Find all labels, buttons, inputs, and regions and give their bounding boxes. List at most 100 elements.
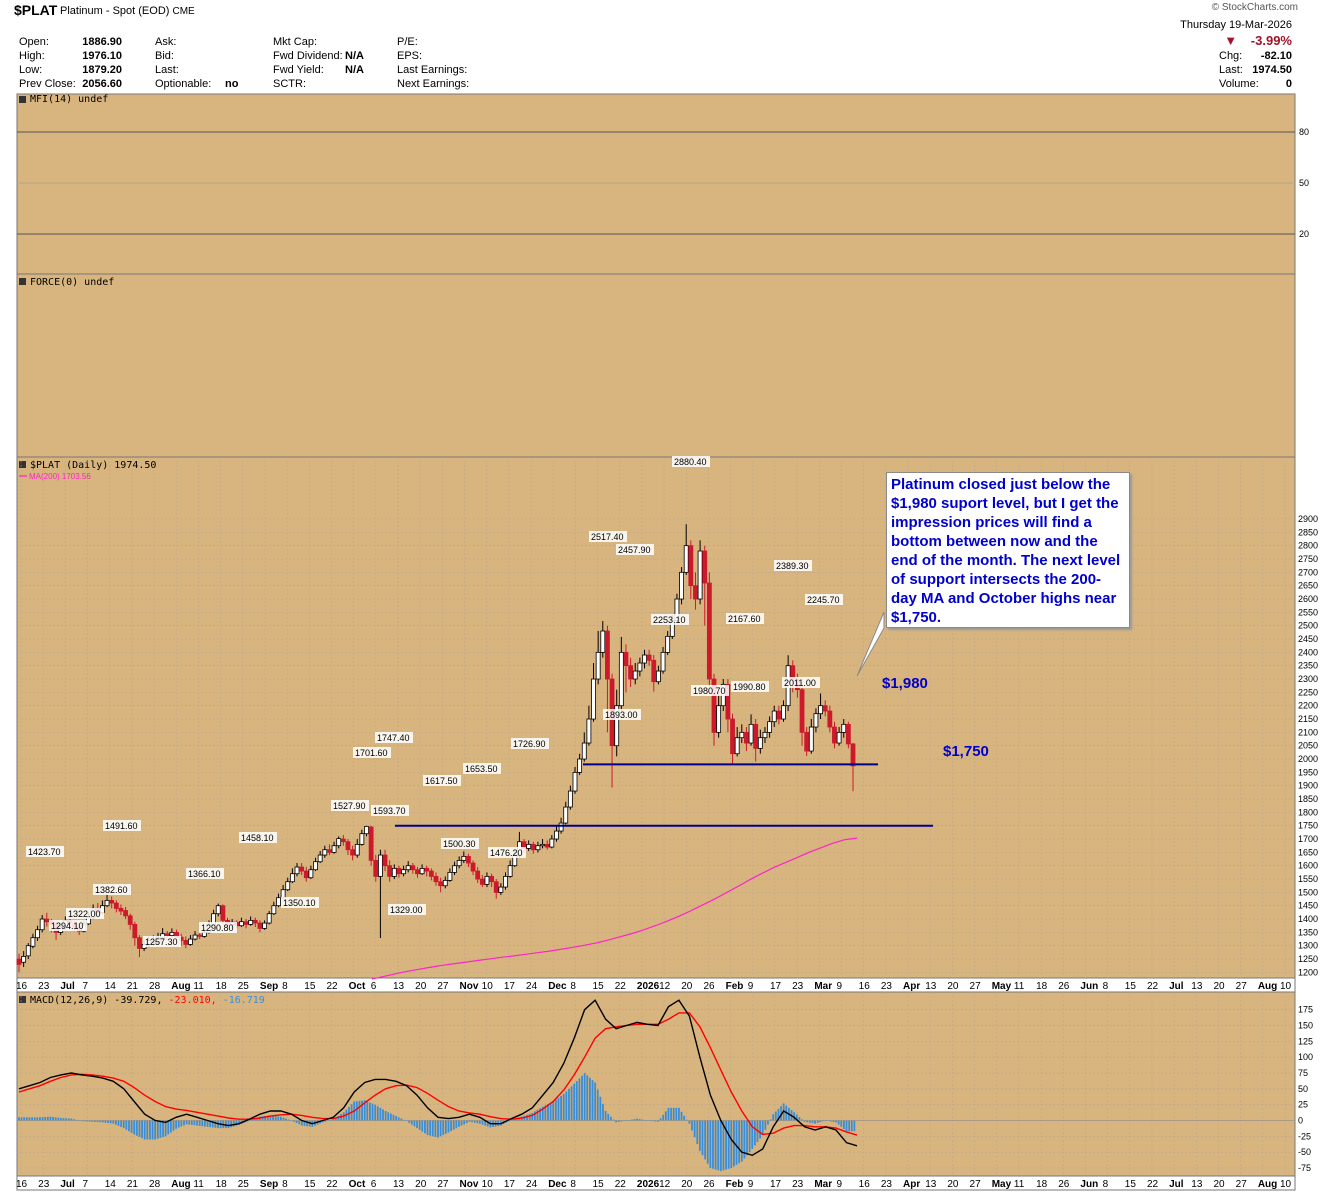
macd-histogram-bar <box>465 1120 468 1124</box>
macd-panel <box>16 991 1296 1177</box>
macd-histogram-bar <box>73 1119 75 1121</box>
macd-histogram-bar <box>510 1119 513 1121</box>
price-tick-label: 2600 <box>1298 594 1318 604</box>
candle-body <box>693 585 698 600</box>
price-tick-label: 2150 <box>1298 714 1318 724</box>
value-label: 2245.70 <box>807 595 840 605</box>
value-label: 1593.70 <box>373 806 406 816</box>
value-label-bg <box>353 747 391 758</box>
macd-histogram-bar <box>369 1102 371 1121</box>
macd-histogram-bar <box>232 1120 235 1127</box>
x-tick-label: 12 <box>659 981 671 992</box>
x-tick-label: 26 <box>703 981 715 992</box>
x-tick-label: 15 <box>304 981 316 992</box>
candle-body <box>285 881 291 891</box>
macd-histogram-bar <box>293 1120 295 1122</box>
macd-histogram-bar <box>162 1120 164 1138</box>
candle-body <box>600 630 606 653</box>
price-tick-label: 2050 <box>1298 741 1318 751</box>
macd-histogram-bar <box>662 1114 665 1121</box>
candle-body <box>757 737 763 749</box>
candle-body <box>642 654 647 664</box>
value-label: 1527.90 <box>333 801 366 811</box>
candle-body <box>30 937 36 947</box>
candle-body <box>188 938 193 945</box>
macd-histogram-bar <box>159 1120 162 1138</box>
candle-body <box>25 945 31 957</box>
x-tick-label: 16 <box>16 981 28 992</box>
macd-histogram-bar <box>630 1119 633 1121</box>
macd-histogram-bar <box>683 1115 686 1121</box>
macd-tick-label: -50 <box>1298 1147 1311 1157</box>
macd-histogram-bar <box>169 1120 172 1133</box>
candle-body <box>748 723 754 744</box>
mfi-panel <box>16 93 1296 275</box>
macd-histogram-bar <box>693 1120 696 1138</box>
candle-body <box>739 731 745 739</box>
x-tick-label: Dec <box>548 1179 567 1190</box>
quote-label: Fwd Dividend: <box>273 50 343 62</box>
candle-body <box>572 771 578 792</box>
macd-histogram-bar <box>421 1120 424 1132</box>
macd-histogram-bar <box>811 1120 814 1124</box>
quote-label: EPS: <box>397 50 423 62</box>
symbol-title: $PLAT <box>14 2 58 18</box>
macd-histogram-bar <box>130 1120 133 1133</box>
value-label: 2517.40 <box>591 532 624 542</box>
macd-histogram-bar <box>41 1117 44 1121</box>
x-tick-label: Mar <box>814 1179 832 1190</box>
value-label-bg <box>331 800 369 811</box>
macd-histogram-bar <box>848 1120 851 1132</box>
x-tick-label: 20 <box>947 981 959 992</box>
x-tick-label: 11 <box>1014 1179 1025 1190</box>
value-label: 1382.60 <box>95 885 128 895</box>
macd-histogram-bar <box>670 1107 672 1121</box>
macd-histogram-bar <box>680 1111 683 1121</box>
macd-histogram-bar <box>175 1120 178 1129</box>
candle-body <box>470 862 476 872</box>
candle-body <box>169 931 175 936</box>
macd-histogram-bar <box>424 1120 426 1134</box>
x-tick-label: 7 <box>83 1179 89 1190</box>
macd-histogram-bar <box>554 1099 557 1121</box>
macd-histogram-bar <box>88 1120 91 1122</box>
x-tick-label: 13 <box>393 981 405 992</box>
macd-histogram-bar <box>28 1117 31 1121</box>
brand-logo[interactable]: © StockCharts.com <box>1212 2 1298 13</box>
price-tick-label: 2300 <box>1298 674 1318 684</box>
candle-body <box>387 865 393 877</box>
candle-body <box>137 937 142 949</box>
value-label-bg <box>589 531 627 542</box>
macd-histogram-bar <box>206 1120 209 1127</box>
value-label: 2389.30 <box>776 561 809 571</box>
price-tick-label: 1800 <box>1298 807 1318 817</box>
macd-histogram-bar <box>806 1120 809 1123</box>
quote-value: 0 <box>1285 78 1292 90</box>
candle-body <box>845 723 851 745</box>
x-tick-label: Feb <box>726 981 744 992</box>
x-tick-label: Apr <box>903 1179 920 1190</box>
candle-body <box>322 849 328 856</box>
macd-histogram-bar <box>117 1120 120 1126</box>
candle-body <box>109 899 115 904</box>
candle-body <box>507 865 513 877</box>
price-tick-label: 1850 <box>1298 794 1318 804</box>
macd-histogram-bar <box>803 1120 806 1122</box>
value-label: 1990.80 <box>733 682 766 692</box>
price-tick-label: 2200 <box>1298 701 1318 711</box>
x-tick-label: 20 <box>1213 1179 1225 1190</box>
quote-value: 2056.60 <box>82 78 122 90</box>
x-tick-label: Jul <box>1169 981 1184 992</box>
candle-body <box>21 955 27 963</box>
macd-histogram-bar <box>382 1109 384 1121</box>
macd-histogram-bar <box>392 1114 395 1121</box>
macd-histogram-bar <box>759 1120 762 1139</box>
macd-histogram-bar <box>298 1120 301 1125</box>
candle-body <box>586 718 592 744</box>
candle-body <box>350 849 356 856</box>
macd-histogram-bar <box>547 1104 549 1121</box>
candle-body <box>39 918 45 931</box>
macd-histogram-bar <box>261 1116 264 1121</box>
macd-histogram-bar <box>96 1120 99 1123</box>
x-tick-label: 20 <box>1213 981 1225 992</box>
